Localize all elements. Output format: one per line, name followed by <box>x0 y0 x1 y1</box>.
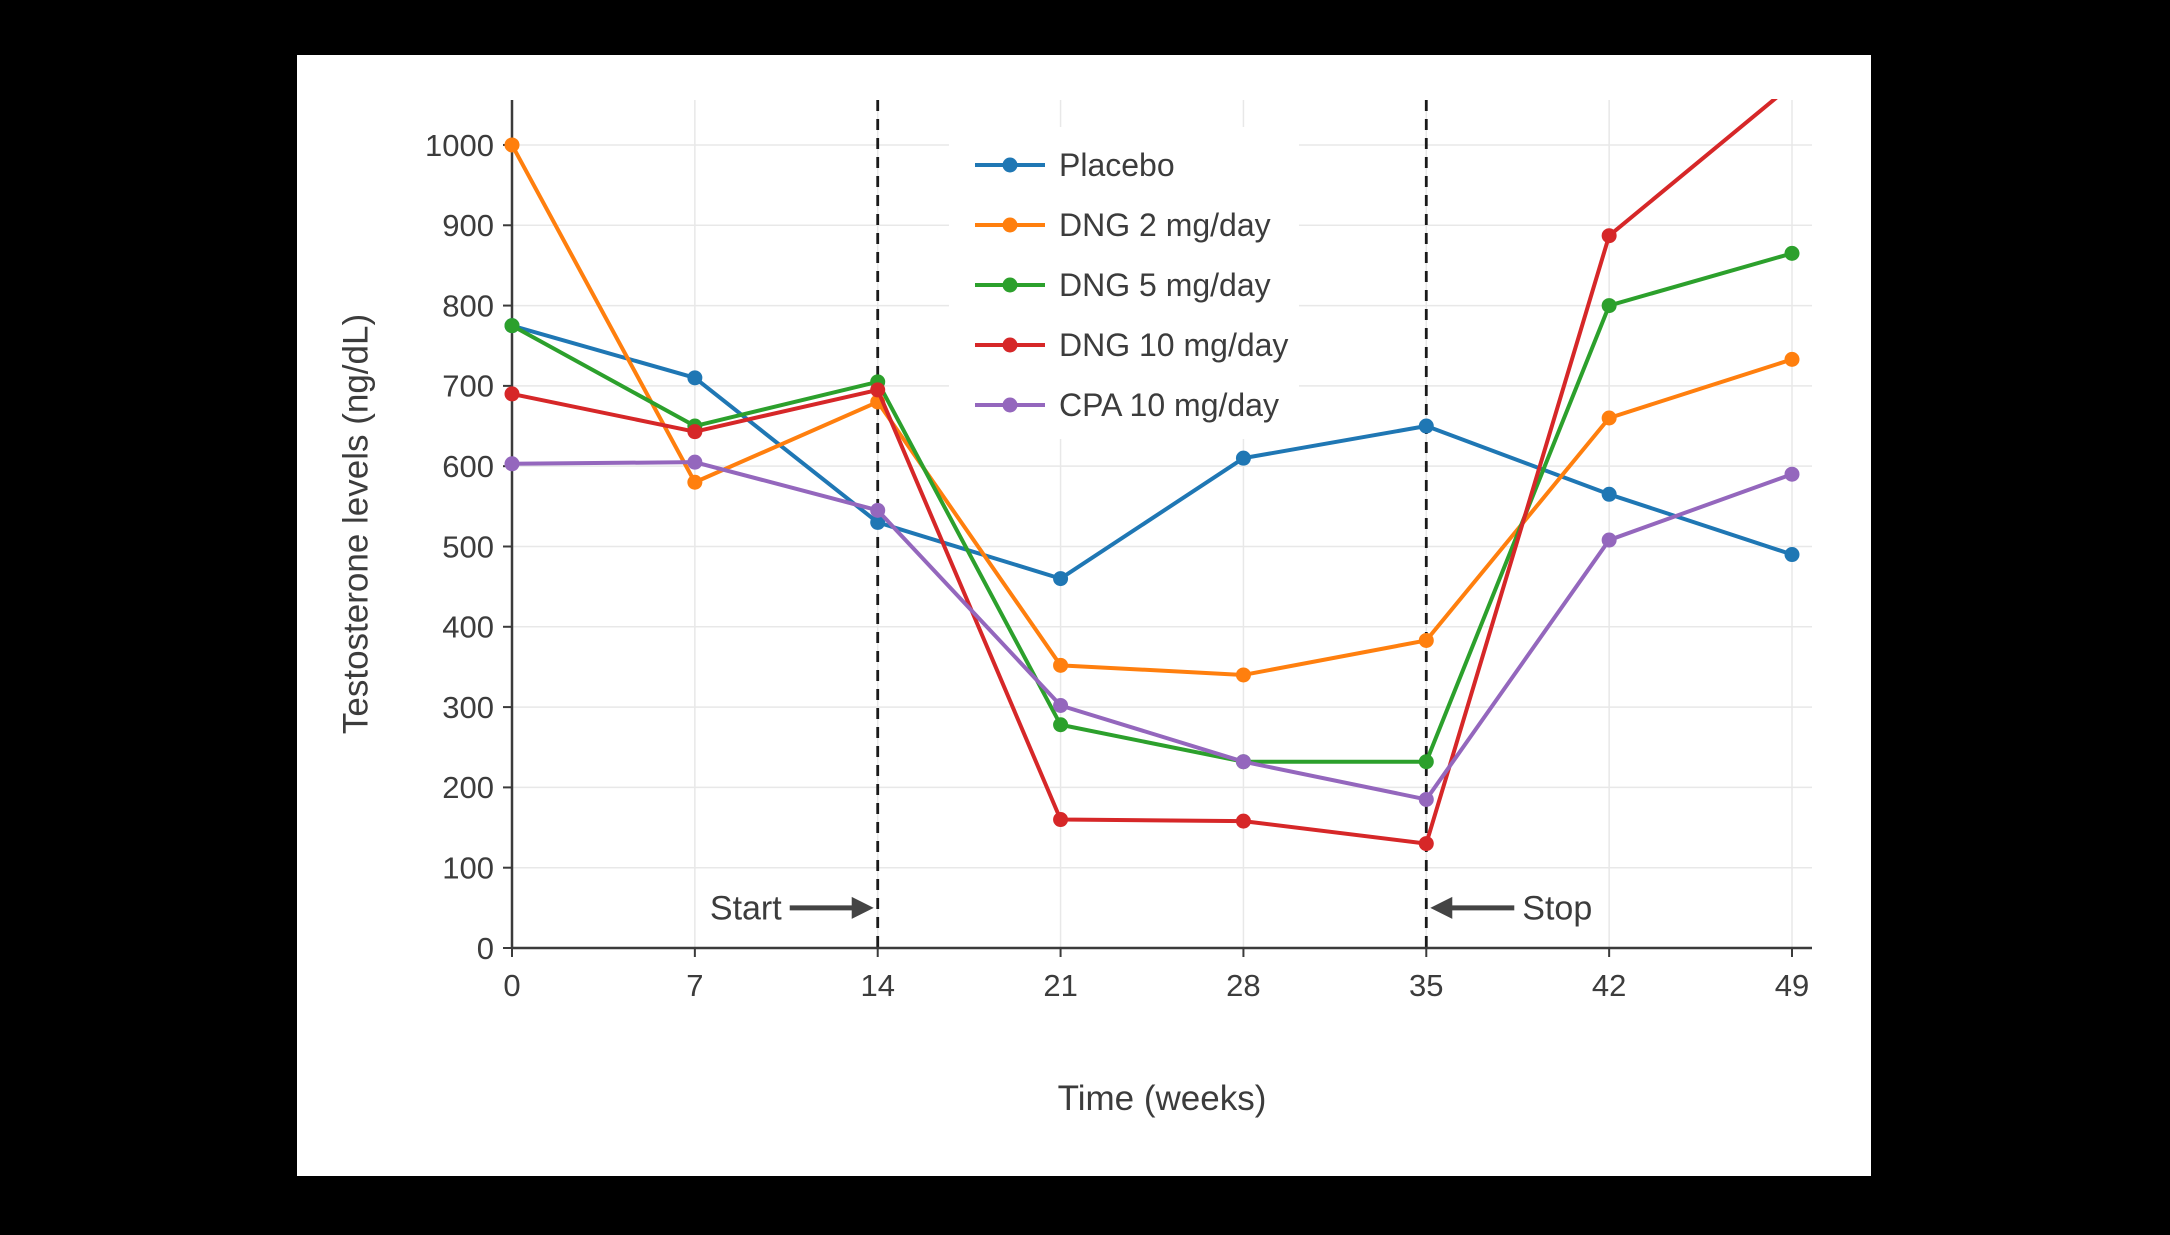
data-point-marker <box>1053 697 1069 713</box>
series-line <box>510 323 1794 581</box>
data-point-marker <box>504 456 520 472</box>
data-point-marker <box>1601 486 1617 502</box>
y-tick-label: 400 <box>442 610 494 645</box>
data-point-marker <box>1053 717 1069 733</box>
legend-marker-icon <box>1002 397 1018 413</box>
y-tick-label: 1000 <box>425 128 494 163</box>
x-tick-label: 21 <box>1043 968 1077 1003</box>
legend-item[interactable]: DNG 2 mg/day <box>975 207 1271 243</box>
data-point-marker <box>1053 571 1069 587</box>
data-point-marker <box>1418 754 1434 770</box>
data-point-marker <box>687 370 703 386</box>
series-line <box>510 251 1794 764</box>
data-point-marker <box>1784 245 1800 261</box>
data-point-marker <box>1601 228 1617 244</box>
data-point-marker <box>687 454 703 470</box>
data-point-marker <box>1784 351 1800 367</box>
y-tick-label: 100 <box>442 851 494 886</box>
legend-item[interactable]: Placebo <box>975 147 1175 183</box>
data-point-marker <box>1418 632 1434 648</box>
data-point-marker <box>1601 298 1617 314</box>
legend-label: DNG 10 mg/day <box>1059 327 1288 363</box>
data-point-marker <box>504 318 520 334</box>
data-point-marker <box>1601 410 1617 426</box>
legend-marker-icon <box>1002 337 1018 353</box>
y-tick-label: 700 <box>442 369 494 404</box>
annotation-label: Stop <box>1522 890 1592 928</box>
data-point-marker <box>1784 547 1800 563</box>
chart-svg[interactable]: 0 7 14 21 28 35 42 49 0 100 200 300 400 500 600 700 800 9… <box>297 55 1871 1176</box>
y-tick-label: 500 <box>442 529 494 564</box>
data-point-marker <box>1418 418 1434 434</box>
data-point-marker <box>1053 657 1069 673</box>
y-axis-title: Testosterone levels (ng/dL) <box>336 314 375 734</box>
x-tick-label: 7 <box>686 968 703 1003</box>
data-point-marker <box>504 137 520 153</box>
y-tick-label: 300 <box>442 690 494 725</box>
x-tick-label: 42 <box>1592 968 1626 1003</box>
arrow-left-head-icon <box>1430 896 1453 919</box>
annotation: Stop <box>1430 890 1592 928</box>
series-line <box>510 460 1794 802</box>
data-point-marker <box>1418 791 1434 807</box>
data-point-marker <box>1784 466 1800 482</box>
legend-label: DNG 5 mg/day <box>1059 267 1271 303</box>
data-point-marker <box>1785 77 1800 92</box>
legend-label: Placebo <box>1059 147 1175 183</box>
data-point-marker <box>1235 450 1251 466</box>
y-tick-label: 600 <box>442 449 494 484</box>
x-tick-label: 0 <box>503 968 520 1003</box>
data-point-marker <box>1418 836 1434 852</box>
legend-item[interactable]: DNG 5 mg/day <box>975 267 1271 303</box>
data-point-marker <box>1235 813 1251 829</box>
data-point-marker <box>1053 812 1069 828</box>
legend-item[interactable]: DNG 10 mg/day <box>975 327 1288 363</box>
data-point-marker <box>1601 532 1617 548</box>
y-tick-label: 0 <box>477 931 494 966</box>
legend-item[interactable]: CPA 10 mg/day <box>975 387 1279 423</box>
legend-marker-icon <box>1002 217 1018 233</box>
data-point-marker <box>1235 667 1251 683</box>
data-point-marker <box>687 424 703 440</box>
data-point-marker <box>870 502 886 518</box>
data-point-marker <box>504 386 520 402</box>
annotation: Start <box>710 890 874 928</box>
x-tick-label: 28 <box>1226 968 1260 1003</box>
x-tick-label: 49 <box>1775 968 1809 1003</box>
data-point-marker <box>870 514 886 530</box>
legend: Placebo DNG 2 mg/day DNG 5 mg/day DNG 10 mg… <box>949 127 1299 439</box>
legend-label: CPA 10 mg/day <box>1059 387 1279 423</box>
series-line <box>510 99 1778 846</box>
legend-marker-icon <box>1002 277 1018 293</box>
chart-panel: 0 7 14 21 28 35 42 49 0 100 200 300 400 500 600 700 800 9… <box>297 55 1871 1176</box>
data-point-marker <box>1235 754 1251 770</box>
y-tick-label: 200 <box>442 770 494 805</box>
y-tick-label: 900 <box>442 208 494 243</box>
x-tick-label: 35 <box>1409 968 1443 1003</box>
annotation-label: Start <box>710 890 782 928</box>
data-point-marker <box>870 382 886 398</box>
series-layer <box>504 77 1800 852</box>
x-axis-title: Time (weeks) <box>1058 1079 1267 1118</box>
data-point-marker <box>687 474 703 490</box>
legend-label: DNG 2 mg/day <box>1059 207 1271 243</box>
legend-marker-icon <box>1002 157 1018 173</box>
arrow-right-head-icon <box>851 896 874 919</box>
x-tick-label: 14 <box>860 968 894 1003</box>
y-tick-label: 800 <box>442 288 494 323</box>
